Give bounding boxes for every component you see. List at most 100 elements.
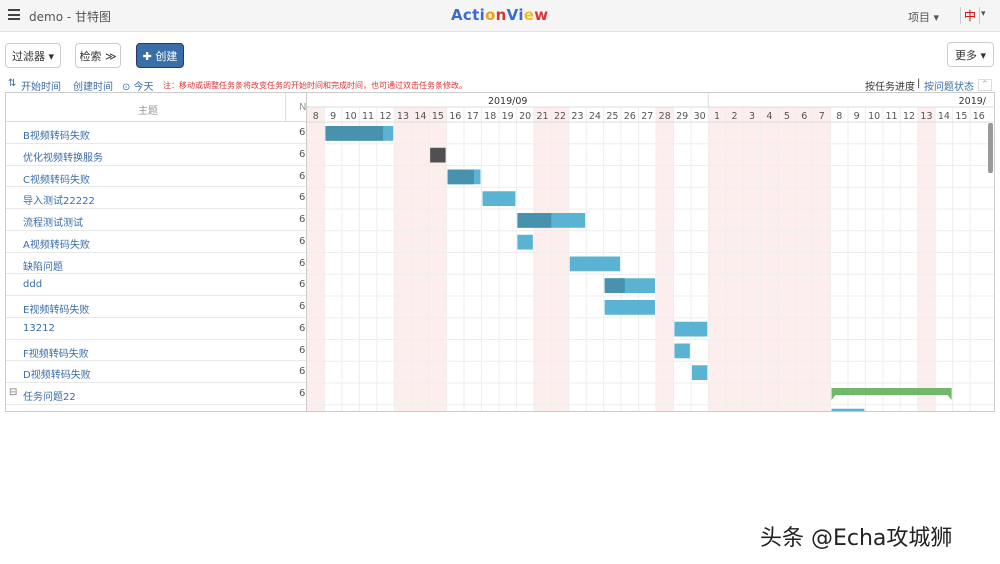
day-label: 26 [624,111,636,122]
table-row[interactable]: 流程测试测试 6 [6,209,306,231]
task-no: 6 [299,192,306,204]
collapse-icon[interactable]: ⌃ [978,79,992,91]
logo-letter: c [462,6,473,24]
col-no: N [285,93,306,122]
table-row[interactable]: A视频转码失败 6 [6,231,306,253]
today-button[interactable]: ⊙ 今天 [122,82,154,93]
day-label: 4 [766,111,772,122]
task-title[interactable]: 缺陷问题 [23,261,63,273]
task-title[interactable]: 流程测试测试 [23,218,83,229]
search-button[interactable]: 检索 ≫ [75,43,121,68]
task-no: 6 [299,388,306,399]
task-bar[interactable] [430,147,446,163]
day-label: 12 [379,111,391,122]
task-no: 6 [299,127,306,138]
table-row[interactable]: 提供转换API接口 6 [6,405,306,411]
task-no: 6 [299,257,306,269]
group-bar[interactable] [831,388,952,395]
collapse-toggle-icon[interactable]: ⊟ [9,387,18,398]
holiday-column [760,107,779,411]
task-title[interactable]: 提供转换API接口 [36,410,112,411]
task-title[interactable]: 13212 [23,322,55,334]
holiday-column [917,107,936,411]
project-menu[interactable]: 项目 ▾ [908,11,940,24]
actionview-logo[interactable]: ActionView [451,6,548,24]
table-row[interactable]: 导入测试22222 6 [6,187,306,209]
task-title[interactable]: F视频转码失败 [23,348,89,360]
day-label: 8 [836,111,842,122]
holiday-column [429,107,447,411]
table-row[interactable]: 缺陷问题 6 [6,253,306,275]
holiday-column [795,107,814,411]
task-title[interactable]: C视频转码失败 [23,174,90,186]
by-status[interactable]: 按问题状态 [924,82,974,93]
task-title[interactable]: B视频转码失败 [23,131,90,142]
task-title[interactable]: E视频转码失败 [23,305,90,316]
task-bar[interactable] [831,408,865,412]
table-row[interactable]: C视频转码失败 6 [6,166,306,188]
day-label: 16 [973,111,985,122]
task-bar[interactable] [691,365,708,380]
task-title[interactable]: ddd [23,279,43,291]
task-title[interactable]: D视频转码失败 [23,370,91,382]
task-table: 主题 N B视频转码失败 6 优化视频转换服务 6 C视频转码失败 6 导入测试22222 6… [6,93,307,411]
table-row[interactable]: E视频转码失败 6 [6,296,306,318]
task-no: 6 [299,170,306,182]
day-label: 30 [694,111,706,122]
task-title[interactable]: 任务问题22 [23,392,76,403]
day-label: 1 [714,111,720,122]
day-label: 21 [537,111,549,122]
task-bar-progress[interactable] [447,169,474,185]
task-bar[interactable] [674,321,708,337]
gantt-note: 注：移动或调整任务条将改变任务的开始时间和完成时间，也可通过双击任务条修改。 [163,81,467,90]
holiday-column [743,107,761,411]
by-progress[interactable]: 按任务进度 [865,82,915,93]
logo-letter: o [485,6,496,24]
day-label: 24 [589,111,601,122]
holiday-column [725,107,744,411]
day-label: 9 [854,111,860,122]
task-bar[interactable] [482,191,516,206]
task-bar-progress[interactable] [325,126,384,141]
day-label: 15 [955,111,967,122]
day-label: 10 [345,111,357,122]
table-row[interactable]: 13212 6 [6,318,306,340]
holiday-column [411,107,430,411]
language-caret-icon[interactable]: ▾ [981,9,986,19]
sort-start-time[interactable]: 开始时间 [21,82,61,93]
day-label: 27 [641,111,653,122]
task-bar-progress[interactable] [517,213,552,228]
task-title[interactable]: 导入测试22222 [23,196,95,208]
more-button[interactable]: 更多 ▾ [947,42,994,67]
hamburger-menu-icon[interactable] [8,9,20,20]
separator: | [917,78,921,89]
table-row[interactable]: 优化视频转换服务 6 [6,144,306,166]
task-no: 6 [299,279,306,291]
sort-icon[interactable]: ⇅ [8,78,17,89]
sort-created-time[interactable]: 创建时间 [73,82,113,93]
logo-letter: i [518,6,524,24]
task-no: 6 [299,344,306,356]
month-label: 2019/ [959,96,987,107]
table-header: 主题 N [6,93,306,122]
task-bar[interactable] [674,343,690,359]
filter-button[interactable]: 过滤器 ▾ [5,43,61,68]
table-row[interactable]: F视频转码失败 6 [6,340,306,362]
language-switch[interactable]: 中 [960,7,981,24]
vertical-scrollbar[interactable] [988,123,993,173]
task-title[interactable]: 优化视频转换服务 [23,152,103,164]
top-navbar: demo - 甘特图 ActionView 项目 ▾ 中 ▾ [0,0,1000,32]
col-subject: 主题 [138,106,158,117]
table-row[interactable]: ddd 6 [6,274,306,296]
task-bar-progress[interactable] [604,278,625,293]
task-bar[interactable] [517,234,533,250]
table-row[interactable]: B视频转码失败 6 [6,122,306,144]
create-button[interactable]: ✚ 创建 [136,43,184,68]
task-no: 6 [299,214,306,225]
task-title[interactable]: A视频转码失败 [23,239,90,251]
task-bar[interactable] [569,256,621,272]
task-no: 6 [299,148,306,160]
task-bar[interactable] [604,300,655,315]
table-row[interactable]: ⊟ 任务问题22 6 [6,383,306,405]
table-row[interactable]: D视频转码失败 6 [6,361,306,383]
